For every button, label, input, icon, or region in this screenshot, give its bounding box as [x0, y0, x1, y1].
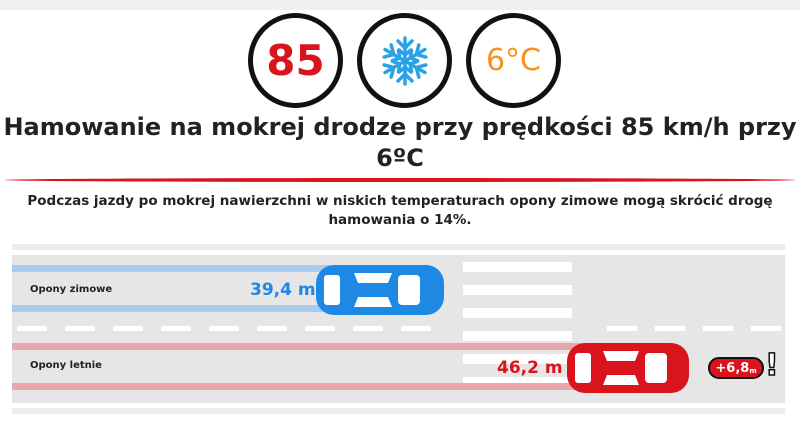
lane-dash: [353, 326, 383, 331]
road-edge-top: [12, 244, 785, 250]
winter-track-top: [12, 265, 330, 272]
summer-label: Opony letnie: [30, 360, 102, 371]
summer-car-icon: [567, 343, 689, 393]
winter-car-icon: [316, 265, 444, 315]
lane-dash: [65, 326, 95, 331]
temperature-value: 6°C: [485, 43, 542, 78]
lane-dash: [17, 326, 47, 331]
top-band: [0, 0, 800, 10]
winter-track-bottom: [12, 305, 330, 312]
crosswalk-stripe: [463, 377, 572, 387]
winter-label: Opony zimowe: [30, 284, 113, 295]
difference-value: +6,8: [715, 360, 750, 376]
difference-badge: +6,8 m: [708, 357, 764, 379]
difference-unit: m: [749, 366, 757, 375]
lane-dash: [161, 326, 191, 331]
lane-dash: [257, 326, 287, 331]
weather-sign: [357, 13, 452, 108]
divider: [5, 178, 795, 182]
lane-dash: [401, 326, 431, 331]
lane-dash: [655, 326, 685, 331]
crosswalk-stripe: [463, 285, 572, 295]
lane-dash: [751, 326, 781, 331]
speed-sign: 85: [248, 13, 343, 108]
crosswalk-stripe: [463, 308, 572, 318]
exclamation-icon: !: [764, 347, 779, 384]
speed-value: 85: [266, 36, 325, 85]
winter-distance: 39,4 m: [250, 280, 316, 300]
summer-track-top: [12, 343, 582, 350]
lane-dash: [113, 326, 143, 331]
crosswalk-stripe: [463, 331, 572, 341]
temperature-sign: 6°C: [466, 13, 561, 108]
subtitle: Podczas jazdy po mokrej nawierzchni w ni…: [27, 193, 773, 228]
road-edge-bottom: [12, 408, 785, 414]
summer-distance: 46,2 m: [497, 358, 563, 378]
snowflake-icon: [379, 35, 430, 86]
lane-dash: [305, 326, 335, 331]
lane-dash: [209, 326, 239, 331]
lane-dash: [607, 326, 637, 331]
crosswalk-stripe: [463, 262, 572, 272]
crosswalk-stripe: [463, 354, 572, 364]
summer-track-bottom: [12, 383, 582, 390]
lane-dash: [703, 326, 733, 331]
page-title: Hamowanie na mokrej drodze przy prędkośc…: [3, 113, 797, 172]
